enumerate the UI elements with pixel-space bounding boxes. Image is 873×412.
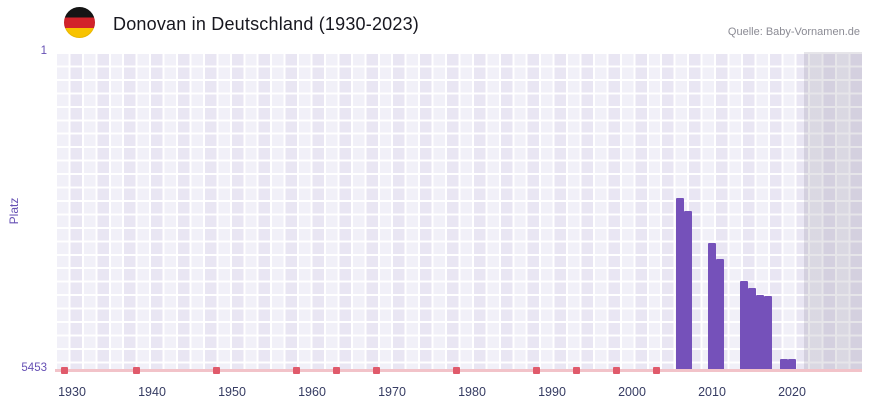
x-tick-1950: 1950	[218, 385, 246, 399]
x-tick-1960: 1960	[298, 385, 326, 399]
no-data-marker-2003	[652, 367, 660, 374]
y-axis-tick-top: 1	[40, 45, 47, 57]
x-tick-1990: 1990	[538, 385, 566, 399]
plot-area	[55, 52, 862, 370]
x-axis-line	[55, 367, 862, 374]
x-tick-labels: 1930 1940 1950 1960 1970 1980 1990 2000 2010 2020	[55, 385, 862, 403]
no-data-marker-1993	[572, 367, 580, 374]
no-data-marker-1948	[212, 367, 220, 374]
x-tick-2000: 2000	[618, 385, 646, 399]
no-data-marker-1958	[292, 367, 300, 374]
no-data-marker-1929	[60, 367, 68, 374]
y-axis-tick-bottom: 5453	[21, 362, 47, 374]
rank-bar-2007	[684, 211, 692, 370]
rank-bar-2015	[748, 288, 756, 370]
x-tick-1970: 1970	[378, 385, 406, 399]
x-tick-2020: 2020	[778, 385, 806, 399]
x-tick-1980: 1980	[458, 385, 486, 399]
rank-bar-2016	[756, 295, 764, 370]
german-flag-icon	[64, 7, 95, 38]
source-attribution: Quelle: Baby-Vornamen.de	[727, 26, 860, 38]
y-axis-title: Platz	[7, 197, 21, 225]
rank-bar-2010	[708, 243, 716, 370]
no-data-marker-1978	[452, 367, 460, 374]
no-data-marker-1998	[612, 367, 620, 374]
x-tick-2010: 2010	[698, 385, 726, 399]
rank-bar-2017	[764, 295, 772, 370]
no-data-marker-1988	[532, 367, 540, 374]
x-tick-1940: 1940	[138, 385, 166, 399]
chart-title: Donovan in Deutschland (1930-2023)	[113, 14, 419, 34]
no-data-marker-1963	[332, 367, 340, 374]
rank-bar-2011	[716, 259, 724, 370]
rank-bar-2019	[780, 358, 788, 370]
rank-bar-2006	[676, 197, 684, 370]
no-data-marker-1938	[132, 367, 140, 374]
future-years-shaded-band	[804, 52, 862, 370]
x-tick-1930: 1930	[58, 385, 86, 399]
rank-bar-2014	[740, 281, 748, 370]
no-data-marker-1968	[372, 367, 380, 374]
rank-bar-2020	[788, 358, 796, 370]
